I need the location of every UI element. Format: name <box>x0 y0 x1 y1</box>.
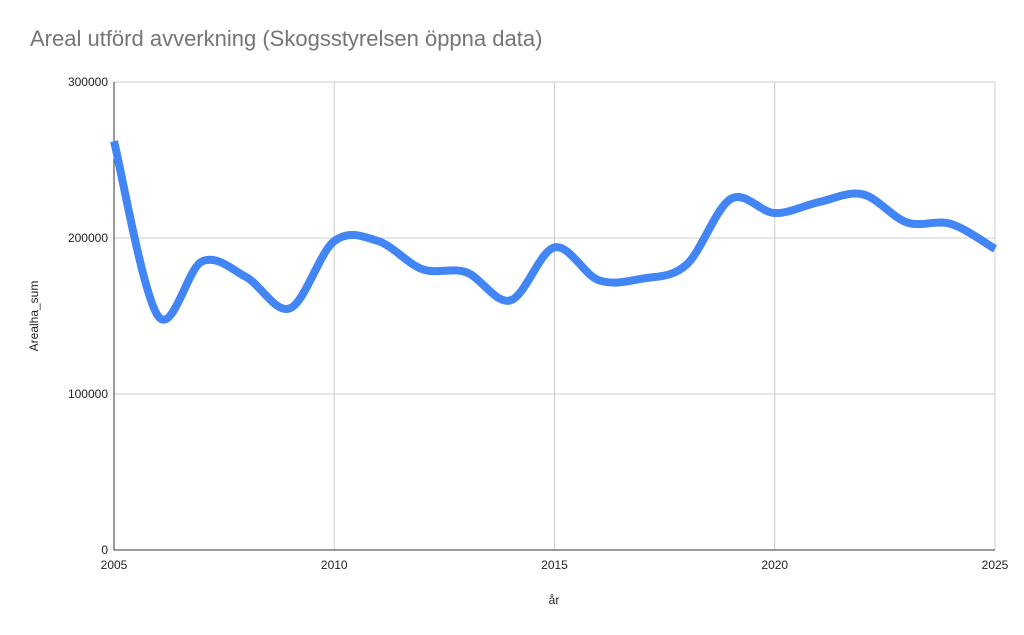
y-tick-label: 200000 <box>68 231 108 245</box>
data-point <box>154 312 162 320</box>
tick-labels: 2005 2010 2015 2020 2025 0 100000 200000 300000 <box>68 75 1009 572</box>
data-point <box>595 276 603 284</box>
chart-title: Areal utförd avverkning (Skogsstyrelsen … <box>30 26 543 51</box>
data-point <box>815 198 823 206</box>
y-axis-label: Arealha_sum <box>27 281 41 352</box>
grid-lines <box>114 81 996 550</box>
x-axis-label: år <box>549 593 560 607</box>
data-point <box>947 220 955 228</box>
data-point <box>771 209 779 217</box>
data-point <box>639 275 647 283</box>
data-point <box>727 195 735 203</box>
data-point <box>330 237 338 245</box>
y-tick-label: 0 <box>101 543 108 557</box>
axes <box>113 82 995 551</box>
x-tick-label: 2025 <box>982 558 1009 572</box>
data-point <box>198 257 206 265</box>
data-point <box>551 243 559 251</box>
y-tick-label: 300000 <box>68 75 108 89</box>
data-point <box>242 273 250 281</box>
data-point <box>374 237 382 245</box>
data-point <box>991 245 999 253</box>
data-point <box>683 261 691 269</box>
x-tick-label: 2015 <box>541 558 568 572</box>
data-point <box>462 268 470 276</box>
y-tick-label: 100000 <box>68 387 108 401</box>
data-point <box>506 296 514 304</box>
data-point <box>286 304 294 312</box>
series-lines <box>110 137 999 324</box>
data-point <box>418 265 426 273</box>
data-point <box>859 190 867 198</box>
data-point <box>903 218 911 226</box>
data-point <box>110 137 118 145</box>
series-line-0 <box>110 140 998 324</box>
x-tick-label: 2010 <box>321 558 348 572</box>
x-tick-label: 2005 <box>101 558 128 572</box>
x-tick-label: 2020 <box>761 558 788 572</box>
